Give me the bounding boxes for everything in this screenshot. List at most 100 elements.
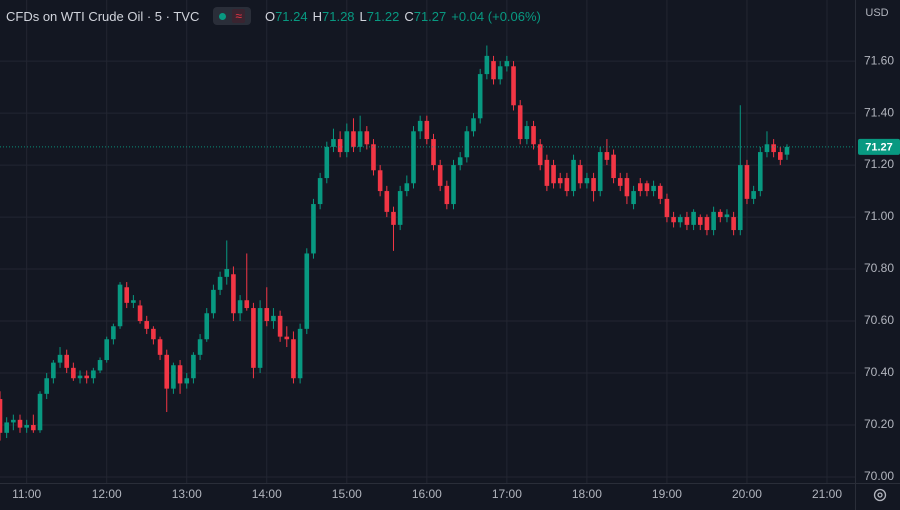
candle-body: [304, 253, 310, 329]
candle-body: [364, 131, 370, 145]
candle-body: [151, 328, 156, 340]
candle-body: [284, 336, 290, 340]
candle-body: [597, 152, 603, 192]
candle-body: [244, 300, 250, 309]
candle-body: [411, 131, 416, 184]
candle-body: [144, 321, 150, 329]
candle-body: [717, 211, 723, 218]
candle-body: [324, 146, 330, 179]
candle-body: [711, 211, 716, 231]
candle-body: [537, 144, 543, 166]
x-tick-label: 20:00: [732, 487, 762, 501]
candle-body: [524, 126, 530, 140]
candle-body: [551, 165, 556, 184]
candle-body: [517, 105, 523, 140]
candle-body: [604, 152, 610, 160]
candle-body: [4, 422, 9, 433]
candle-body: [531, 126, 536, 145]
candle-body: [277, 315, 283, 337]
candle-body: [344, 131, 350, 153]
y-tick-label: 70.40: [864, 365, 894, 379]
y-tick-label: 71.20: [864, 157, 894, 171]
candle-body: [404, 183, 410, 192]
candle-body: [684, 217, 690, 225]
settings-icon-ring: [873, 488, 887, 502]
candle-body: [784, 146, 790, 155]
candle-body: [64, 354, 69, 368]
candle-body: [671, 217, 676, 223]
candle-body: [424, 120, 430, 140]
candle-body: [171, 365, 176, 389]
y-tick-label: 70.20: [864, 417, 894, 431]
settings-icon[interactable]: [873, 488, 887, 502]
candle-body: [431, 139, 436, 166]
low-value: 71.22: [366, 8, 400, 24]
candle-body: [97, 360, 103, 371]
candle-body: [124, 287, 130, 303]
candle-body: [731, 217, 736, 231]
y-tick-label: 71.00: [864, 209, 894, 223]
status-badge[interactable]: ≈: [213, 7, 251, 25]
candle-body: [331, 139, 336, 147]
candle-body: [757, 152, 763, 192]
candle-body: [157, 339, 163, 355]
candle-body: [237, 300, 243, 314]
candle-body: [31, 425, 36, 431]
x-tick-label: 13:00: [172, 487, 202, 501]
candle-body: [557, 178, 563, 184]
candle-body: [77, 375, 83, 379]
candle-body: [764, 144, 770, 153]
x-tick-label: 14:00: [252, 487, 282, 501]
candle-body: [377, 170, 383, 192]
candle-body: [177, 365, 183, 384]
candle-body: [357, 131, 363, 147]
candle-body: [264, 308, 270, 322]
x-tick-label: 19:00: [652, 487, 682, 501]
candle-body: [464, 131, 470, 158]
y-tick-label: 70.00: [864, 469, 894, 483]
candle-body: [397, 191, 403, 225]
legend-header: CFDs on WTI Crude Oil · 5 · TVC ≈ O 71.24…: [6, 7, 546, 25]
candle-body: [484, 55, 490, 75]
candle-body: [204, 313, 210, 340]
candle-body: [337, 139, 343, 153]
candle-body: [511, 66, 516, 106]
candle-body: [664, 198, 670, 218]
candle-body: [351, 131, 356, 147]
x-tick-label: 11:00: [12, 487, 41, 501]
open-key: O: [264, 8, 276, 24]
candle-body: [91, 370, 96, 379]
candle-body: [57, 354, 63, 363]
candle-body: [457, 157, 463, 166]
x-tick-label: 16:00: [412, 487, 442, 501]
candle-body: [104, 339, 110, 361]
candle-body: [417, 120, 423, 132]
candle-body: [644, 183, 650, 192]
candle-body: [504, 61, 510, 67]
candle-body: [631, 191, 636, 205]
candle-body: [751, 191, 756, 199]
low-key: L: [359, 8, 367, 24]
x-tick-label: 12:00: [92, 487, 122, 501]
candle-body: [317, 178, 323, 205]
candle-body: [637, 183, 643, 192]
candle-body: [437, 165, 443, 186]
close-value: 71.27: [413, 8, 447, 24]
candle-body: [164, 354, 170, 389]
candle-body: [44, 378, 49, 394]
x-tick-label: 18:00: [572, 487, 602, 501]
candle-body: [257, 308, 263, 368]
last-price-box: [858, 138, 900, 155]
candle-body: [704, 217, 710, 231]
candle-body: [477, 74, 483, 119]
candle-body: [224, 269, 230, 277]
candle-body: [697, 217, 703, 225]
candle-body: [571, 159, 576, 192]
high-value: 71.28: [322, 8, 355, 24]
market-dot: [219, 12, 227, 20]
candle-body: [657, 185, 663, 199]
candle-body: [71, 367, 76, 379]
candle-body: [271, 315, 276, 322]
candle-body: [691, 211, 696, 225]
